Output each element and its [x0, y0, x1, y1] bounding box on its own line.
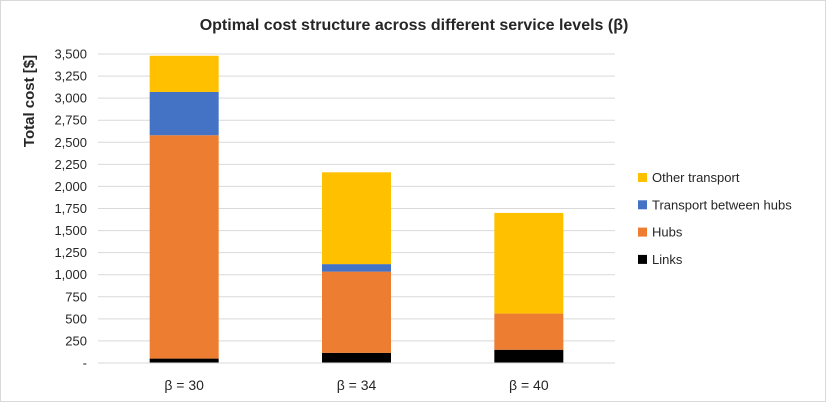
bar-segment	[149, 358, 219, 363]
x-tick-label: β = 30	[164, 377, 204, 393]
legend-swatch	[638, 200, 647, 210]
y-tick-label: 3,000	[54, 91, 87, 106]
bar-segment	[322, 271, 391, 353]
bar-segment	[322, 352, 391, 363]
legend-swatch	[638, 173, 647, 182]
y-tick-label: 1,750	[54, 201, 87, 216]
chart-title: Optimal cost structure across different …	[200, 17, 629, 34]
bar-segment	[494, 313, 564, 350]
y-tick-labels: - 250 500 750 1,000 1,250 1,500 1,750 2,000 2,250…	[54, 47, 87, 371]
y-tick-label: 750	[65, 289, 87, 304]
bar-segment	[322, 264, 391, 272]
y-tick-label: 3,500	[54, 47, 87, 62]
bar-segment	[149, 91, 219, 136]
bar-segment	[322, 172, 391, 265]
legend: Other transport Transport between hubs Hub…	[638, 170, 792, 267]
legend-swatch	[638, 254, 647, 264]
legend-label: Links	[652, 252, 683, 267]
legend-label: Other transport	[652, 170, 740, 185]
bars	[149, 55, 564, 363]
x-tick-labels: β = 30 β = 34 β = 40	[164, 377, 548, 393]
bar-segment	[494, 349, 564, 363]
legend-label: Transport between hubs	[652, 197, 792, 212]
y-tick-label: 3,250	[54, 69, 87, 84]
y-tick-label: 500	[65, 311, 87, 326]
y-axis-label: Total cost [$]	[21, 55, 38, 147]
bar-segment	[494, 212, 564, 314]
y-tick-label: 2,750	[54, 113, 87, 128]
y-tick-label: 1,500	[54, 223, 87, 238]
x-tick-label: β = 34	[337, 377, 377, 393]
y-tick-label: 1,000	[54, 267, 87, 282]
legend-label: Hubs	[652, 225, 683, 240]
bar-segment	[149, 55, 219, 92]
y-tick-label: 2,500	[54, 135, 87, 150]
y-tick-label: 1,250	[54, 245, 87, 260]
legend-swatch	[638, 227, 647, 237]
y-tick-label: -	[83, 356, 87, 371]
y-tick-label: 2,000	[54, 179, 87, 194]
y-tick-label: 2,250	[54, 157, 87, 172]
x-tick-label: β = 40	[509, 377, 549, 393]
bar-segment	[149, 135, 219, 359]
y-tick-label: 250	[65, 333, 87, 348]
